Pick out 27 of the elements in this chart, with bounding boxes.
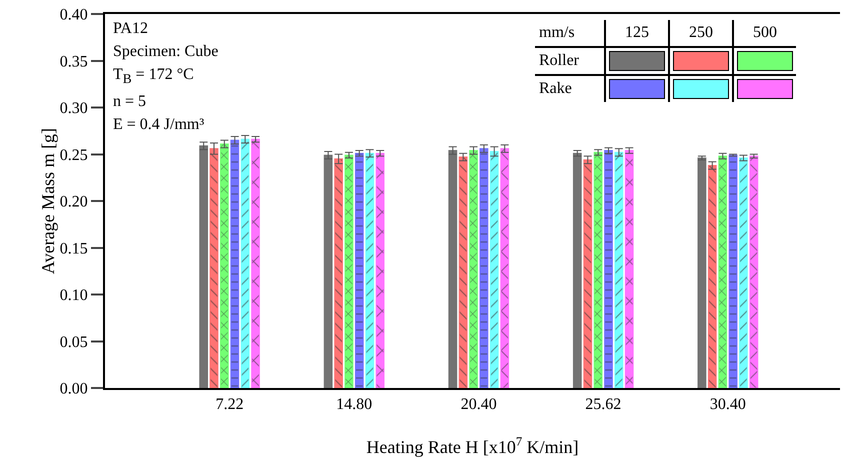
annotation: Rake bbox=[535, 75, 605, 102]
annotation: 250 bbox=[669, 20, 733, 47]
annotation: Roller bbox=[535, 47, 605, 75]
y-tick-label: 0.35 bbox=[60, 53, 88, 70]
y-axis-title: Average Mass m [g] bbox=[38, 128, 58, 274]
annotation: PA12 bbox=[113, 19, 149, 39]
legend-title: mm/s bbox=[538, 23, 576, 43]
annotation: T$_{B}$ = 172 °C bbox=[113, 65, 195, 88]
x-axis-title: Heating Rate H [x10$^{7}$ K/min] bbox=[366, 434, 579, 457]
annotation: 125 bbox=[605, 20, 669, 47]
y-tick-label: 0.30 bbox=[60, 100, 88, 118]
x-tick-label: 7.22 bbox=[216, 396, 244, 414]
annotation: 500 bbox=[733, 20, 796, 47]
x-tick-label: 25.62 bbox=[585, 396, 622, 414]
y-tick-label: 0.40 bbox=[60, 6, 88, 24]
y-tick-label: 0.25 bbox=[60, 146, 88, 164]
y-tick-label: 0.05 bbox=[60, 334, 88, 351]
annotation: n = 5 bbox=[113, 92, 148, 112]
x-tick-label: 30.40 bbox=[710, 396, 746, 414]
y-tick-label: 0.00 bbox=[60, 380, 88, 398]
annotation: E = 0.4 J/mm³ bbox=[113, 115, 206, 136]
x-tick-label: 20.40 bbox=[460, 396, 497, 414]
y-tick-label: 0.10 bbox=[60, 287, 88, 304]
x-tick-label: 14.80 bbox=[336, 396, 372, 414]
annotation: Specimen: Cube bbox=[113, 42, 218, 62]
y-tick-label: 0.15 bbox=[60, 240, 88, 258]
y-tick-label: 0.20 bbox=[60, 194, 88, 211]
